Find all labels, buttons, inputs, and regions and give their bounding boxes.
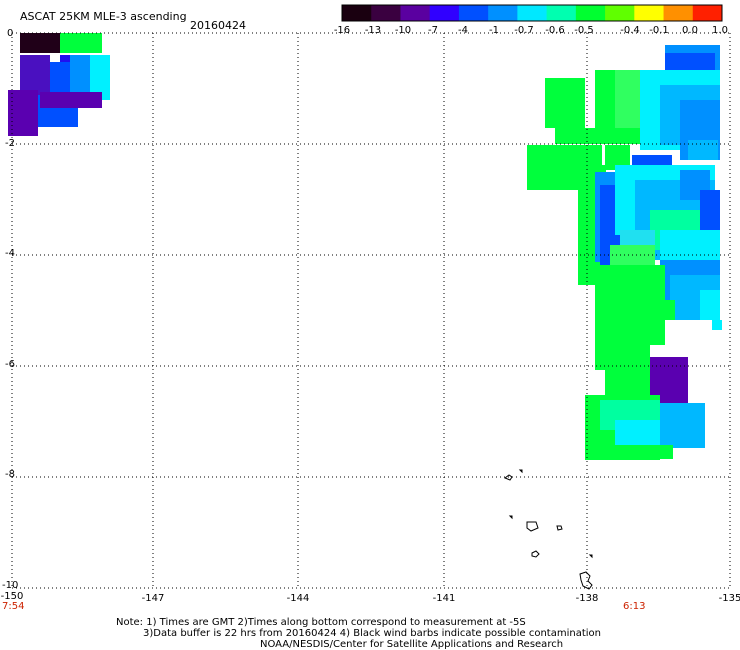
y-tick-label: -10 — [2, 580, 19, 591]
wind-data-patch — [632, 155, 672, 165]
colorbar-swatch — [634, 5, 665, 21]
colorbar-swatch — [546, 5, 577, 21]
colorbar-swatch — [605, 5, 635, 21]
island-outline — [556, 525, 563, 531]
x-tick-label: -135 — [718, 593, 740, 604]
island-outline — [518, 469, 523, 474]
colorbar-label: -0.1 — [649, 25, 669, 36]
x-tick-label: -144 — [286, 593, 310, 604]
y-tick-label: -6 — [5, 359, 15, 370]
colorbar-swatch — [488, 5, 518, 21]
wind-data-patch — [688, 140, 718, 160]
colorbar-label: -0.7 — [514, 25, 534, 36]
island-outline — [579, 571, 593, 590]
colorbar-swatch — [371, 5, 401, 21]
note-line-2: 3)Data buffer is 22 hrs from 20160424 4)… — [143, 628, 601, 639]
wind-data-patch — [60, 33, 102, 53]
colorbar-label: -13 — [364, 25, 382, 36]
colorbar-swatch — [663, 5, 694, 21]
island-outline — [588, 554, 593, 559]
island-outline — [508, 515, 513, 520]
x-tick-label: -138 — [575, 593, 599, 604]
note-line-3: NOAA/NESDIS/Center for Satellite Applica… — [260, 639, 564, 650]
x-tick-label: -150 — [0, 591, 24, 602]
colorbar-label: -0.6 — [545, 25, 565, 36]
island-outline — [503, 474, 513, 481]
colorbar-swatch — [575, 5, 606, 21]
y-tick-label: 0 — [7, 28, 14, 39]
wind-data-patch — [555, 128, 640, 144]
colorbar-label: -0.4 — [620, 25, 640, 36]
x-tick-label: -147 — [141, 593, 165, 604]
wind-data-patch — [700, 190, 720, 230]
wind-data-patch — [660, 403, 705, 448]
wind-data-patch — [635, 445, 673, 459]
colorbar-label: -10 — [394, 25, 412, 36]
wind-data-patch — [660, 230, 720, 260]
product-title: ASCAT 25KM MLE-3 ascending — [20, 10, 187, 23]
colorbar-label: -16 — [333, 25, 351, 36]
colorbar-swatch — [400, 5, 431, 21]
wind-data-patch — [40, 92, 102, 108]
x-tick-label: -141 — [432, 593, 456, 604]
colorbar-label: -1 — [489, 25, 499, 36]
y-tick-label: -4 — [5, 248, 15, 259]
colorbar-swatch — [692, 5, 723, 21]
note-line-1: Note: 1) Times are GMT 2)Times along bot… — [116, 617, 526, 628]
wind-data-patch — [90, 55, 110, 100]
wind-data-patch — [615, 420, 660, 445]
colorbar-swatch — [429, 5, 460, 21]
island-outline — [531, 550, 540, 558]
wind-data-patch — [545, 78, 585, 128]
colorbar-swatch — [517, 5, 548, 21]
wind-data-patch — [700, 290, 720, 320]
end-time: 6:13 — [623, 601, 646, 612]
colorbar-label: 0.0 — [682, 25, 698, 36]
colorbar-frame — [341, 4, 723, 22]
colorbar-label: 1.0 — [712, 25, 728, 36]
wind-data-patch — [8, 90, 38, 136]
wind-data-patch — [20, 33, 60, 53]
colorbar-label: -7 — [428, 25, 438, 36]
y-tick-label: -8 — [5, 469, 15, 480]
y-tick-label: -2 — [5, 138, 15, 149]
wind-data-patch — [712, 320, 722, 330]
product-date: 20160424 — [190, 19, 246, 32]
wind-data-patch — [585, 445, 625, 460]
island-outline — [526, 521, 539, 532]
colorbar-swatch — [342, 5, 372, 21]
colorbar-swatch — [458, 5, 489, 21]
colorbar-label: -0.5 — [574, 25, 594, 36]
wind-data-patch — [650, 300, 675, 320]
start-time: 7:54 — [2, 601, 25, 612]
colorbar-label: -4 — [458, 25, 468, 36]
